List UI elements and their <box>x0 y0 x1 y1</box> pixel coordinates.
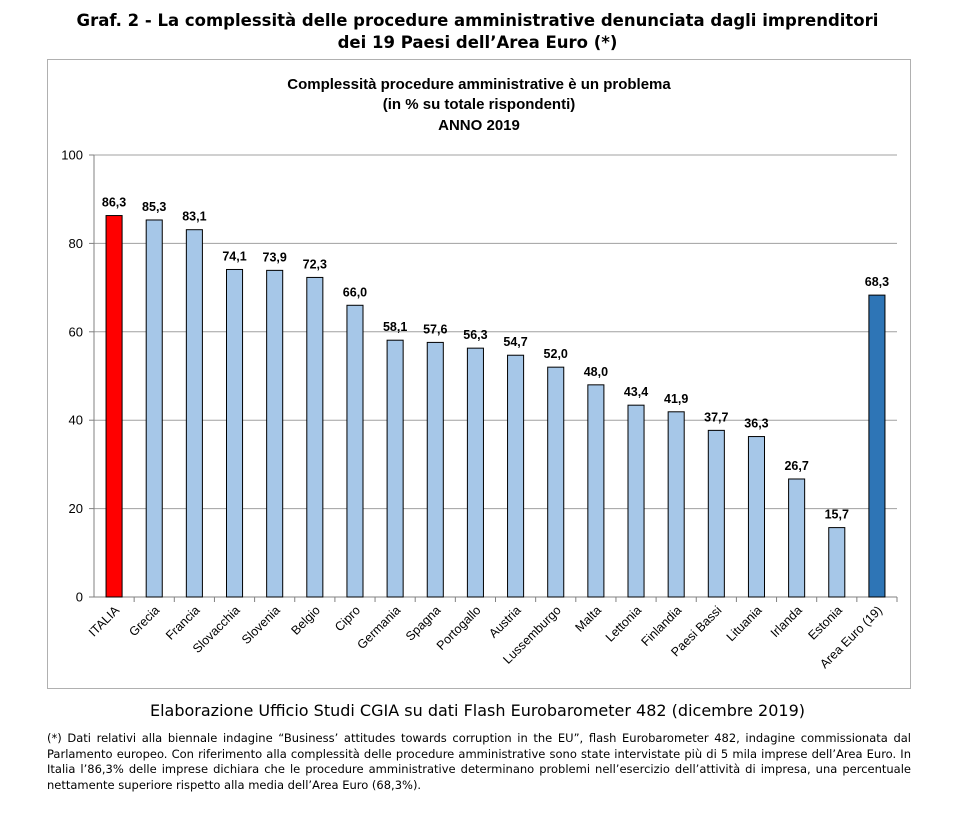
data-label: 36,3 <box>744 417 768 431</box>
chart-container: Complessità procedure amministrative è u… <box>47 59 911 689</box>
bar-belgio <box>306 276 324 598</box>
x-tick-label: Portogallo <box>434 603 484 653</box>
y-tick-label: 60 <box>69 324 83 339</box>
data-label: 86,3 <box>102 196 126 210</box>
data-label: 74,1 <box>222 249 246 263</box>
data-label: 85,3 <box>142 200 166 214</box>
figure-title-line-1: Graf. 2 - La complessità delle procedure… <box>76 11 879 30</box>
data-label: 56,3 <box>463 328 487 342</box>
x-tick-label: Slovenia <box>239 603 283 647</box>
x-tick-label: Malta <box>572 603 604 635</box>
data-label: 73,9 <box>263 250 287 264</box>
bar-finlandia <box>667 411 685 598</box>
x-tick-label: Austria <box>486 603 523 640</box>
source-caption: Elaborazione Ufficio Studi CGIA su dati … <box>149 701 806 720</box>
bar-area-euro-19 <box>868 294 886 598</box>
x-tick-label: Francia <box>163 603 202 642</box>
y-tick-label: 0 <box>76 590 83 605</box>
data-label: 66,0 <box>343 285 367 299</box>
y-tick-label: 80 <box>69 236 83 251</box>
x-tick-label: ITALIA <box>86 603 123 640</box>
figure-title: Graf. 2 - La complessità delle procedure… <box>0 10 955 54</box>
y-tick-label: 20 <box>69 501 83 516</box>
bar-paesi-bassi <box>707 429 725 598</box>
bar-grecia <box>145 219 163 598</box>
bar-lettonia <box>627 404 645 598</box>
x-tick-label: Lituania <box>724 603 765 644</box>
footnote: (*) Dati relativi alla biennale indagine… <box>47 731 911 792</box>
bar-chart: Complessità procedure amministrative è u… <box>61 76 898 671</box>
data-label: 37,7 <box>704 410 728 424</box>
x-tick-label: Estonia <box>806 603 845 642</box>
chart-title-line-2: (in % su totale rispondenti) <box>383 96 576 113</box>
bar-slovenia <box>266 269 284 598</box>
data-label: 15,7 <box>825 508 849 522</box>
x-tick-label: Spagna <box>403 603 443 643</box>
bar-slovacchia <box>225 268 244 598</box>
data-label: 83,1 <box>182 210 206 224</box>
bar-cipro <box>346 304 364 598</box>
x-tick-label: Cipro <box>332 603 363 634</box>
figure-title-line-2: dei 19 Paesi dell’Area Euro (*) <box>337 33 618 52</box>
x-tick-label: Grecia <box>126 603 162 639</box>
bar-francia <box>185 229 203 598</box>
bar-portogallo <box>466 347 484 598</box>
data-label: 52,0 <box>544 347 568 361</box>
bar-lituania <box>747 436 766 598</box>
bar-malta <box>587 384 605 598</box>
bar-italia <box>105 215 123 598</box>
x-tick-label: Belgio <box>288 603 323 638</box>
data-label: 26,7 <box>784 459 808 473</box>
bar-germania <box>386 339 404 598</box>
data-label: 54,7 <box>503 335 527 349</box>
data-label: 72,3 <box>303 257 327 271</box>
bar-irlanda <box>788 478 806 598</box>
x-tick-label: Irlanda <box>768 603 805 640</box>
y-tick-label: 40 <box>69 413 83 428</box>
chart-title-line-1: Complessità procedure amministrative è u… <box>287 76 671 93</box>
bar-spagna <box>426 341 444 598</box>
data-label: 48,0 <box>584 365 608 379</box>
bar-austria <box>507 354 525 598</box>
bar-estonia <box>828 527 846 598</box>
data-label: 57,6 <box>423 322 447 336</box>
data-label: 43,4 <box>624 385 648 399</box>
data-label: 58,1 <box>383 320 407 334</box>
y-tick-label: 100 <box>61 148 83 163</box>
chart-title-line-3: ANNO 2019 <box>438 117 520 134</box>
data-label: 41,9 <box>664 392 688 406</box>
data-label: 68,3 <box>865 275 889 289</box>
x-tick-label: Germania <box>355 603 404 652</box>
bar-lussemburgo <box>547 366 565 598</box>
